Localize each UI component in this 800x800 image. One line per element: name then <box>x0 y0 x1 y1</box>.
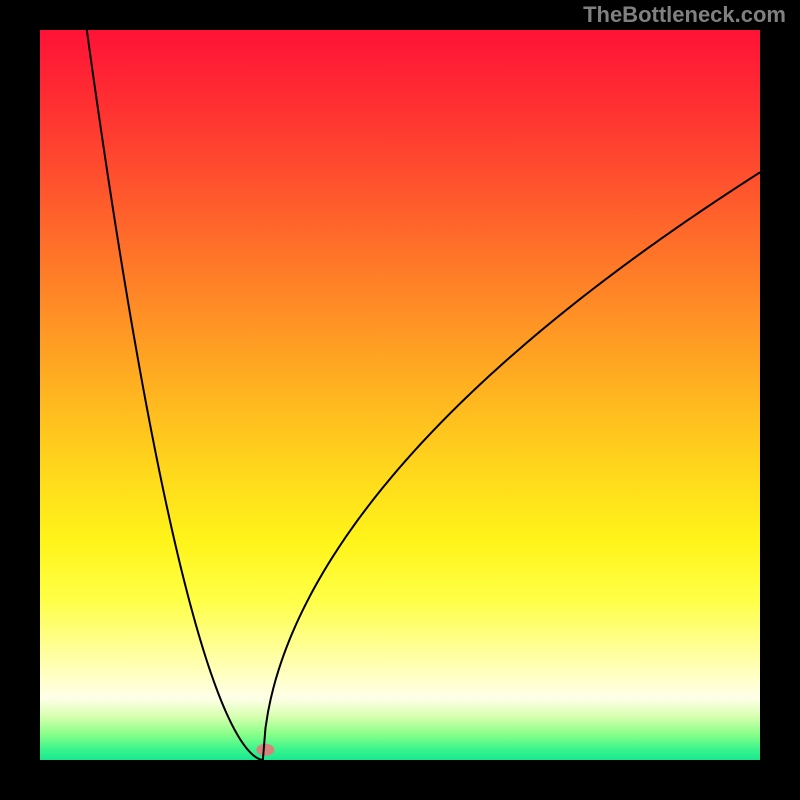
min-marker <box>256 744 274 756</box>
plot-area <box>40 30 760 760</box>
plot-svg <box>40 30 760 760</box>
plot-background <box>40 30 760 760</box>
watermark-text: TheBottleneck.com <box>583 2 786 28</box>
